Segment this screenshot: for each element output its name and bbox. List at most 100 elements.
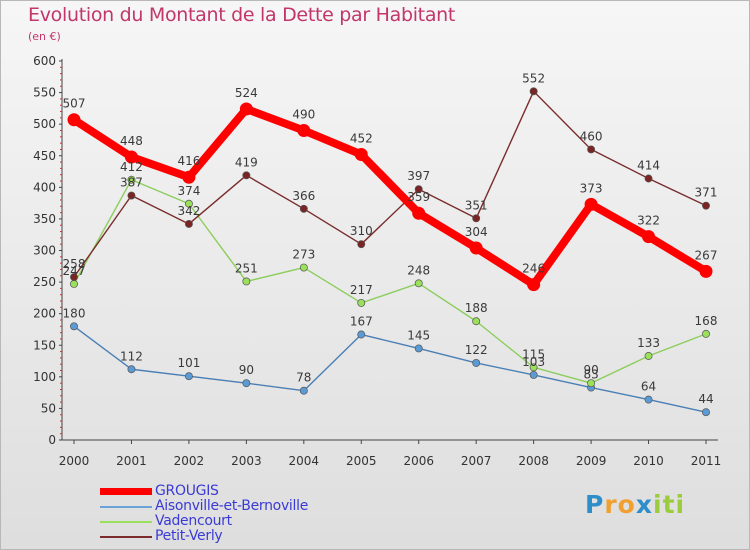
- data-label: 371: [695, 186, 718, 200]
- data-point: [644, 174, 653, 183]
- data-point: [412, 206, 426, 220]
- x-tick-label: 2009: [576, 454, 607, 468]
- data-point: [587, 379, 596, 388]
- data-label: 188: [465, 301, 488, 315]
- data-label: 90: [239, 363, 254, 377]
- data-label: 78: [296, 371, 311, 385]
- data-label: 267: [695, 248, 718, 262]
- data-point: [354, 147, 368, 161]
- chart-title: Evolution du Montant de la Dette par Hab…: [28, 4, 456, 26]
- data-label: 342: [177, 204, 200, 218]
- legend-swatch-vadencourt: [100, 521, 152, 523]
- series-line: [70, 105, 710, 289]
- data-point: [127, 365, 136, 374]
- data-label: 180: [63, 306, 86, 320]
- data-point: [299, 204, 308, 213]
- data-label: 251: [235, 261, 258, 275]
- data-point: [127, 175, 136, 184]
- data-label: 448: [120, 134, 143, 148]
- data-point: [642, 230, 656, 244]
- data-point: [527, 278, 541, 292]
- logo-letter: i: [653, 490, 663, 519]
- chart-legend: GROUGIS Aisonville-et-Bernoville Vadenco…: [100, 483, 360, 544]
- data-label: 387: [120, 176, 143, 190]
- logo-letter: r: [604, 490, 618, 519]
- legend-item-aisonville: Aisonville-et-Bernoville: [100, 498, 360, 514]
- y-tick-label: 250: [33, 275, 56, 289]
- x-tick-label: 2002: [174, 454, 205, 468]
- data-point: [357, 298, 366, 307]
- data-label: 167: [350, 315, 373, 329]
- series-line: [73, 179, 707, 384]
- data-point: [182, 170, 196, 184]
- logo-letter: o: [617, 490, 636, 519]
- data-point: [469, 241, 483, 255]
- legend-swatch-aisonville: [100, 506, 152, 508]
- legend-item-vadencourt: Vadencourt: [100, 513, 360, 529]
- y-tick-label: 400: [33, 180, 56, 194]
- data-label: 414: [637, 158, 660, 172]
- legend-label-aisonville: Aisonville-et-Bernoville: [155, 498, 309, 514]
- data-label: 524: [235, 86, 258, 100]
- x-tick-label: 2010: [633, 454, 664, 468]
- y-tick-label: 350: [33, 212, 56, 226]
- legend-item-grougis: GROUGIS: [100, 483, 360, 499]
- data-point: [584, 197, 598, 211]
- data-point: [299, 263, 308, 272]
- data-point: [472, 358, 481, 367]
- data-label: 83: [583, 368, 598, 382]
- y-tick-label: 0: [48, 433, 56, 447]
- data-point: [184, 220, 193, 228]
- data-label: 452: [350, 131, 373, 145]
- data-label: 416: [177, 154, 200, 168]
- data-point: [124, 150, 138, 164]
- data-point: [472, 214, 481, 223]
- data-label: 258: [63, 257, 86, 271]
- series-line: [73, 325, 707, 413]
- data-label: 373: [580, 181, 603, 195]
- data-point: [699, 264, 713, 278]
- data-label: 273: [292, 248, 315, 262]
- data-point: [529, 87, 538, 96]
- data-point: [414, 279, 423, 288]
- data-label: 101: [177, 356, 200, 370]
- series-line: [73, 90, 707, 278]
- x-tick-label: 2011: [691, 454, 722, 468]
- data-label: 374: [177, 184, 200, 198]
- y-tick-label: 500: [33, 117, 56, 131]
- data-point: [357, 330, 366, 339]
- y-tick-label: 100: [33, 370, 56, 384]
- data-label: 552: [522, 71, 545, 85]
- data-label: 103: [522, 355, 545, 369]
- x-tick-label: 2004: [289, 454, 320, 468]
- data-label: 145: [407, 328, 430, 342]
- data-point: [67, 113, 81, 127]
- x-tick-label: 2007: [461, 454, 492, 468]
- data-point: [70, 280, 78, 288]
- y-tick-label: 300: [33, 244, 56, 258]
- x-tick-label: 2006: [403, 454, 434, 468]
- data-label: 419: [235, 155, 258, 169]
- y-tick-label: 200: [33, 307, 56, 321]
- data-point: [127, 191, 136, 200]
- x-tick-label: 2008: [518, 454, 549, 468]
- data-point: [70, 273, 78, 281]
- data-label: 397: [407, 169, 430, 183]
- logo-letter: x: [635, 490, 653, 519]
- data-label: 322: [637, 214, 660, 228]
- data-point: [297, 123, 311, 137]
- data-label: 248: [407, 263, 430, 277]
- data-point: [702, 201, 710, 210]
- data-point: [70, 322, 78, 331]
- data-point: [184, 199, 193, 208]
- logo-letter: i: [675, 490, 686, 519]
- logo-letter: P: [585, 490, 605, 519]
- data-point: [587, 145, 596, 154]
- data-point: [702, 408, 710, 417]
- data-label: 359: [407, 190, 430, 204]
- data-label: 122: [465, 343, 488, 357]
- data-label: 90: [583, 363, 598, 377]
- legend-label-vadencourt: Vadencourt: [155, 513, 232, 529]
- x-tick-label: 2000: [59, 454, 90, 468]
